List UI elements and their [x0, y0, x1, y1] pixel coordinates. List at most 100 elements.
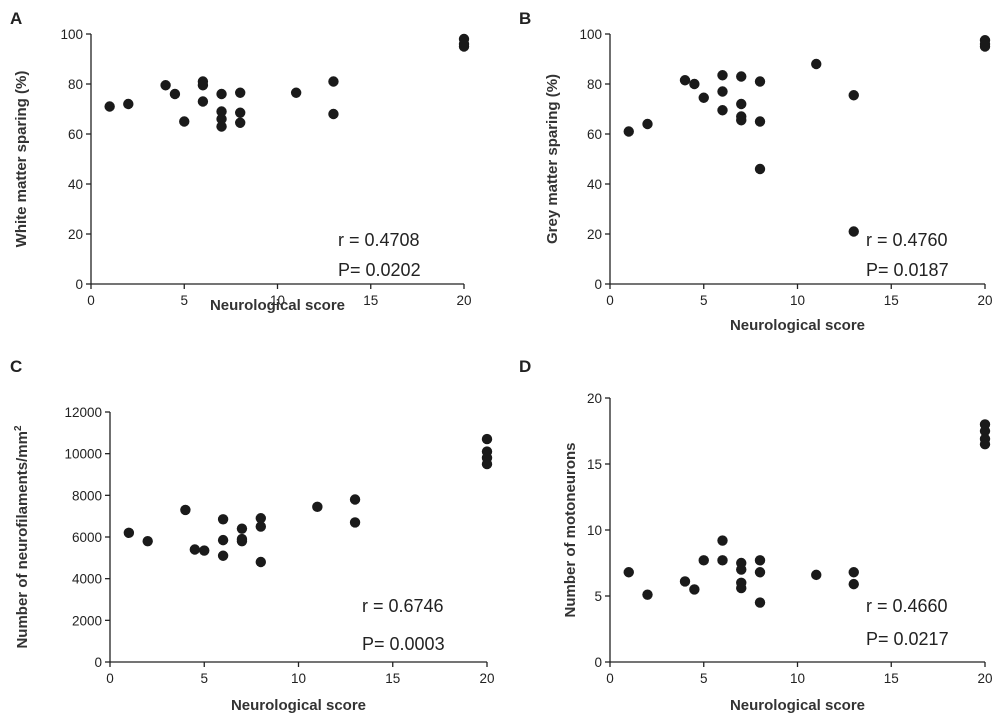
data-point	[235, 107, 246, 118]
panel-letter: A	[10, 9, 22, 28]
y-tick-label: 5	[594, 589, 602, 604]
p-value: P= 0.0187	[866, 260, 949, 280]
y-tick-label: 2000	[72, 613, 102, 628]
data-point	[979, 41, 991, 52]
data-point	[736, 98, 747, 110]
x-tick-label: 5	[200, 671, 208, 686]
data-point	[199, 545, 210, 556]
x-tick-label: 20	[977, 293, 992, 308]
x-tick-label: 0	[106, 671, 114, 686]
x-axis-label: Neurological score	[730, 317, 865, 334]
data-point	[104, 101, 115, 112]
data-point	[679, 576, 691, 587]
data-point	[481, 433, 493, 445]
data-point	[189, 544, 201, 555]
p-value: P= 0.0003	[362, 634, 445, 654]
data-point	[736, 564, 747, 575]
x-tick-label: 20	[977, 671, 992, 686]
data-point	[255, 556, 266, 568]
y-tick-label: 8000	[72, 488, 102, 503]
x-tick-label: 15	[385, 671, 400, 686]
data-point	[754, 116, 766, 127]
x-tick-label: 20	[479, 671, 494, 686]
x-tick-label: 5	[180, 293, 188, 308]
panel-letter: D	[519, 357, 531, 376]
data-point	[811, 58, 822, 70]
data-point	[217, 550, 229, 561]
data-point	[235, 87, 246, 98]
data-point	[160, 80, 171, 91]
y-tick-label: 60	[587, 127, 602, 142]
data-point	[689, 78, 700, 90]
data-point	[235, 117, 246, 128]
correlation-r: r = 0.4660	[866, 596, 948, 616]
data-point	[642, 118, 653, 130]
panel-d: D 0 5 10 15 20 0 5 10 15 20 Neurological score Numbe…	[519, 357, 993, 714]
data-point	[216, 121, 227, 132]
p-value: P= 0.0202	[338, 260, 421, 280]
data-point	[698, 555, 709, 566]
y-tick-label: 20	[587, 227, 602, 242]
x-tick-label: 20	[456, 293, 471, 308]
data-point	[623, 126, 634, 137]
data-point	[458, 41, 470, 52]
data-point	[754, 597, 766, 608]
x-tick-label: 10	[291, 671, 306, 686]
data-point	[717, 105, 728, 116]
data-point	[217, 534, 229, 546]
data-point	[736, 115, 747, 126]
x-tick-label: 10	[270, 293, 285, 308]
data-point	[642, 589, 653, 600]
data-point	[328, 108, 339, 120]
data-point	[217, 514, 229, 525]
y-axis-label: Grey matter sparing (%)	[544, 74, 561, 244]
data-point	[216, 88, 227, 100]
x-tick-label: 0	[606, 293, 614, 308]
data-point	[717, 70, 728, 81]
y-tick-label: 100	[579, 27, 602, 42]
x-tick-label: 10	[790, 293, 805, 308]
data-point	[717, 86, 728, 97]
data-point	[689, 584, 700, 595]
data-point	[717, 535, 728, 546]
y-tick-label: 15	[587, 457, 602, 472]
correlation-r: r = 0.4708	[338, 230, 420, 250]
data-point	[180, 504, 191, 516]
y-tick-label: 20	[587, 391, 602, 406]
y-axis-label: Number of motoneurons	[562, 443, 579, 618]
panel-b: B 0 20 40 60 80 100 0 5 10 15 20 Neurological score G…	[519, 9, 993, 334]
x-tick-label: 15	[884, 671, 899, 686]
data-point	[979, 425, 991, 437]
y-tick-label: 100	[60, 27, 83, 42]
data-point	[679, 75, 691, 86]
p-value: P= 0.0217	[866, 629, 949, 649]
data-point	[197, 80, 209, 91]
data-point	[754, 555, 766, 566]
data-point	[290, 87, 302, 98]
panel-letter: C	[10, 357, 22, 376]
x-tick-label: 10	[790, 671, 805, 686]
data-point	[255, 521, 266, 532]
data-point	[848, 567, 859, 578]
y-tick-label: 0	[75, 277, 83, 292]
data-point	[312, 501, 323, 512]
data-point	[481, 458, 493, 470]
correlation-r: r = 0.6746	[362, 596, 444, 616]
y-tick-label: 80	[587, 77, 602, 92]
y-tick-label: 20	[68, 227, 83, 242]
data-point	[754, 163, 766, 175]
data-point	[216, 106, 227, 117]
data-point	[736, 71, 747, 82]
data-point	[328, 76, 339, 87]
y-tick-label: 40	[587, 177, 602, 192]
data-point	[623, 567, 634, 578]
y-axis-label: Number of neurofilaments/mm2	[13, 425, 31, 649]
panel-c: C 0 2000 4000 6000 8000 10000 12000 0 5 10 15 20 Neur…	[10, 357, 495, 714]
y-tick-label: 80	[68, 77, 83, 92]
data-point	[123, 98, 134, 110]
data-point	[754, 567, 766, 578]
y-tick-label: 40	[68, 177, 83, 192]
data-point	[236, 535, 248, 547]
data-point	[236, 523, 248, 534]
